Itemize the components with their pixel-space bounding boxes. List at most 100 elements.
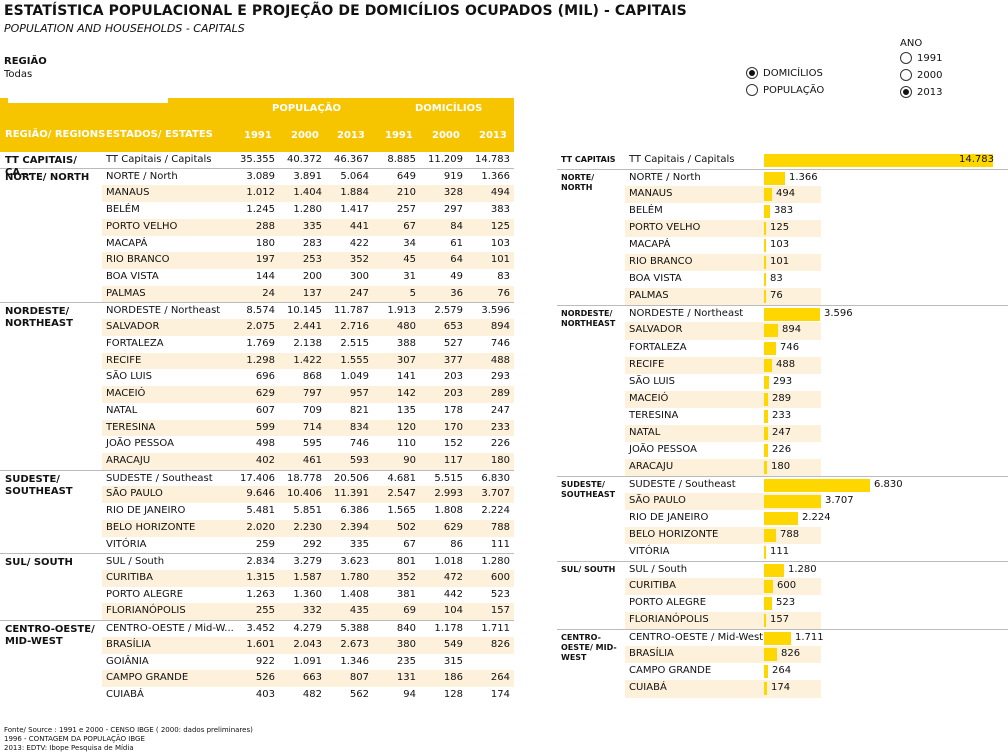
- table-row[interactable]: MACAPÁ 180 283 422 34 61 103: [0, 236, 514, 253]
- chart-bar[interactable]: [764, 273, 766, 287]
- table-row[interactable]: MANAUS 1.012 1.404 1.884 210 328 494: [0, 185, 514, 203]
- chart-bar[interactable]: [764, 614, 766, 628]
- chart-bar[interactable]: [764, 648, 777, 662]
- chart-row[interactable]: BRASÍLIA 826: [557, 646, 1008, 664]
- chart-bar[interactable]: [764, 172, 785, 186]
- chart-bar[interactable]: [764, 597, 772, 611]
- region-filter-value[interactable]: Todas: [4, 69, 33, 80]
- chart-bar[interactable]: [764, 546, 766, 560]
- table-row[interactable]: FORTALEZA 1.769 2.138 2.515 388 527 746: [0, 336, 514, 353]
- chart-bar[interactable]: [764, 409, 768, 423]
- header-year[interactable]: 2000: [291, 130, 319, 141]
- table-row[interactable]: SUL/ SOUTH SUL / South 2.834 3.279 3.623 801 1…: [0, 553, 514, 570]
- header-year[interactable]: 2013: [479, 130, 507, 141]
- chart-row[interactable]: MACEIÓ 289: [557, 390, 1008, 408]
- chart-row[interactable]: ARACAJU 180: [557, 458, 1008, 476]
- table-row[interactable]: SÃO PAULO 9.646 10.406 11.391 2.547 2.993 3.70…: [0, 486, 514, 504]
- header-year[interactable]: 2013: [337, 130, 365, 141]
- chart-row[interactable]: NATAL 247: [557, 424, 1008, 442]
- table-row[interactable]: PALMAS 24 137 247 5 36 76: [0, 285, 514, 303]
- table-row[interactable]: PORTO VELHO 288 335 441 67 84 125: [0, 218, 514, 236]
- table-row[interactable]: FLORIANÓPOLIS 255 332 435 69 104 157: [0, 603, 514, 621]
- table-row[interactable]: CUIABÁ 403 482 562 94 128 174: [0, 687, 514, 704]
- chart-bar[interactable]: [764, 564, 784, 578]
- chart-row[interactable]: SALVADOR 894: [557, 322, 1008, 340]
- chart-bar[interactable]: [764, 392, 768, 406]
- chart-row[interactable]: BELÉM 383: [557, 203, 1008, 220]
- radio-domicilios[interactable]: DOMICÍLIOS: [746, 67, 823, 79]
- chart-bar[interactable]: [764, 529, 776, 543]
- chart-bar[interactable]: [764, 375, 769, 389]
- chart-row[interactable]: SUDESTE/ SOUTHEAST SUDESTE / Southeast 6.8…: [557, 475, 1008, 499]
- chart-bar[interactable]: [764, 154, 993, 167]
- chart-bar[interactable]: [764, 358, 772, 372]
- table-row[interactable]: NATAL 607 709 821 135 178 247: [0, 403, 514, 420]
- header-year[interactable]: 1991: [244, 130, 272, 141]
- header-year[interactable]: 1991: [385, 130, 413, 141]
- radio-year-1991[interactable]: 1991: [900, 52, 942, 64]
- chart-row[interactable]: FLORIANÓPOLIS 157: [557, 612, 1008, 630]
- radio-year-2000[interactable]: 2000: [900, 69, 942, 81]
- chart-bar[interactable]: [764, 632, 791, 646]
- table-row[interactable]: JOÃO PESSOA 498 595 746 110 152 226: [0, 436, 514, 453]
- table-row[interactable]: SUDESTE/ SOUTHEAST SUDESTE / Southeast 17.…: [0, 469, 514, 497]
- table-row[interactable]: SÃO LUIS 696 868 1.049 141 203 293: [0, 369, 514, 386]
- table-row[interactable]: BOA VISTA 144 200 300 31 49 83: [0, 269, 514, 286]
- table-row[interactable]: NORTE/ NORTH NORTE / North 3.089 3.891 5.064…: [0, 169, 514, 186]
- chart-bar[interactable]: [764, 188, 772, 202]
- chart-bar[interactable]: [764, 580, 773, 594]
- table-row[interactable]: TT CAPITAIS/ CA... TT Capitais / Capitals…: [0, 152, 514, 178]
- table-row[interactable]: BELÉM 1.245 1.280 1.417 257 297 383: [0, 202, 514, 219]
- table-row[interactable]: BRASÍLIA 1.601 2.043 2.673 380 549 826: [0, 636, 514, 654]
- chart-row[interactable]: MACAPÁ 103: [557, 237, 1008, 254]
- chart-row[interactable]: BELO HORIZONTE 788: [557, 527, 1008, 545]
- chart-row[interactable]: RIO BRANCO 101: [557, 254, 1008, 272]
- header-region[interactable]: REGIÃO/ REGIONS: [5, 129, 106, 140]
- chart-row[interactable]: SÃO PAULO 3.707: [557, 492, 1008, 510]
- table-row[interactable]: GOIÂNIA 922 1.091 1.346 235 315: [0, 654, 514, 671]
- radio-populacao[interactable]: POPULAÇÃO: [746, 84, 824, 96]
- table-row[interactable]: RIO BRANCO 197 253 352 45 64 101: [0, 252, 514, 270]
- chart-row[interactable]: TT CAPITAIS TT Capitais / Capitals 14.783: [557, 152, 1008, 169]
- chart-bar[interactable]: [764, 494, 821, 508]
- chart-bar[interactable]: [764, 443, 768, 457]
- header-year[interactable]: 2000: [432, 130, 460, 141]
- table-row[interactable]: RECIFE 1.298 1.422 1.555 307 377 488: [0, 352, 514, 370]
- chart-row[interactable]: RIO DE JANEIRO 2.224: [557, 510, 1008, 527]
- header-populacao[interactable]: POPULAÇÃO: [272, 103, 341, 114]
- chart-row[interactable]: PALMAS 76: [557, 288, 1008, 306]
- table-row[interactable]: BELO HORIZONTE 2.020 2.230 2.394 502 629 788: [0, 519, 514, 537]
- chart-bar[interactable]: [764, 341, 776, 355]
- chart-row[interactable]: NORTE/ NORTH NORTE / North 1.366: [557, 169, 1008, 192]
- chart-row[interactable]: CUIABÁ 174: [557, 680, 1008, 698]
- table-row[interactable]: MACEIÓ 629 797 957 142 203 289: [0, 386, 514, 403]
- chart-bar[interactable]: [764, 478, 870, 492]
- chart-row[interactable]: MANAUS 494: [557, 186, 1008, 204]
- table-row[interactable]: TERESINA 599 714 834 120 170 233: [0, 419, 514, 437]
- chart-row[interactable]: TERESINA 233: [557, 408, 1008, 425]
- table-row[interactable]: RIO DE JANEIRO 5.481 5.851 6.386 1.565 1.808 2…: [0, 503, 514, 520]
- table-row[interactable]: SALVADOR 2.075 2.441 2.716 480 653 894: [0, 319, 514, 336]
- chart-row[interactable]: JOÃO PESSOA 226: [557, 442, 1008, 459]
- chart-row[interactable]: VITÓRIA 111: [557, 544, 1008, 561]
- table-row[interactable]: VITÓRIA 259 292 335 67 86 111: [0, 537, 514, 554]
- chart-bar[interactable]: [764, 205, 770, 219]
- table-row[interactable]: CURITIBA 1.315 1.587 1.780 352 472 600: [0, 569, 514, 587]
- chart-row[interactable]: PORTO VELHO 125: [557, 220, 1008, 238]
- chart-row[interactable]: NORDESTE/ NORTHEAST NORDESTE / Northeast 3…: [557, 305, 1008, 328]
- chart-bar[interactable]: [764, 511, 798, 525]
- chart-bar[interactable]: [764, 239, 766, 253]
- chart-bar[interactable]: [764, 426, 768, 440]
- table-row[interactable]: ARACAJU 402 461 593 90 117 180: [0, 452, 514, 470]
- chart-bar[interactable]: [764, 665, 768, 679]
- table-row[interactable]: PORTO ALEGRE 1.263 1.360 1.408 381 442 523: [0, 587, 514, 604]
- chart-bar[interactable]: [764, 256, 766, 270]
- chart-bar[interactable]: [764, 308, 820, 322]
- chart-row[interactable]: CURITIBA 600: [557, 578, 1008, 596]
- header-state[interactable]: ESTADOS/ ESTATES: [106, 129, 213, 140]
- table-row[interactable]: NORDESTE/ NORTHEAST NORDESTE / Northeast 8…: [0, 302, 514, 329]
- chart-bar[interactable]: [764, 290, 766, 304]
- chart-row[interactable]: RECIFE 488: [557, 356, 1008, 374]
- chart-bar[interactable]: [764, 460, 767, 474]
- radio-year-2013[interactable]: 2013: [900, 86, 942, 98]
